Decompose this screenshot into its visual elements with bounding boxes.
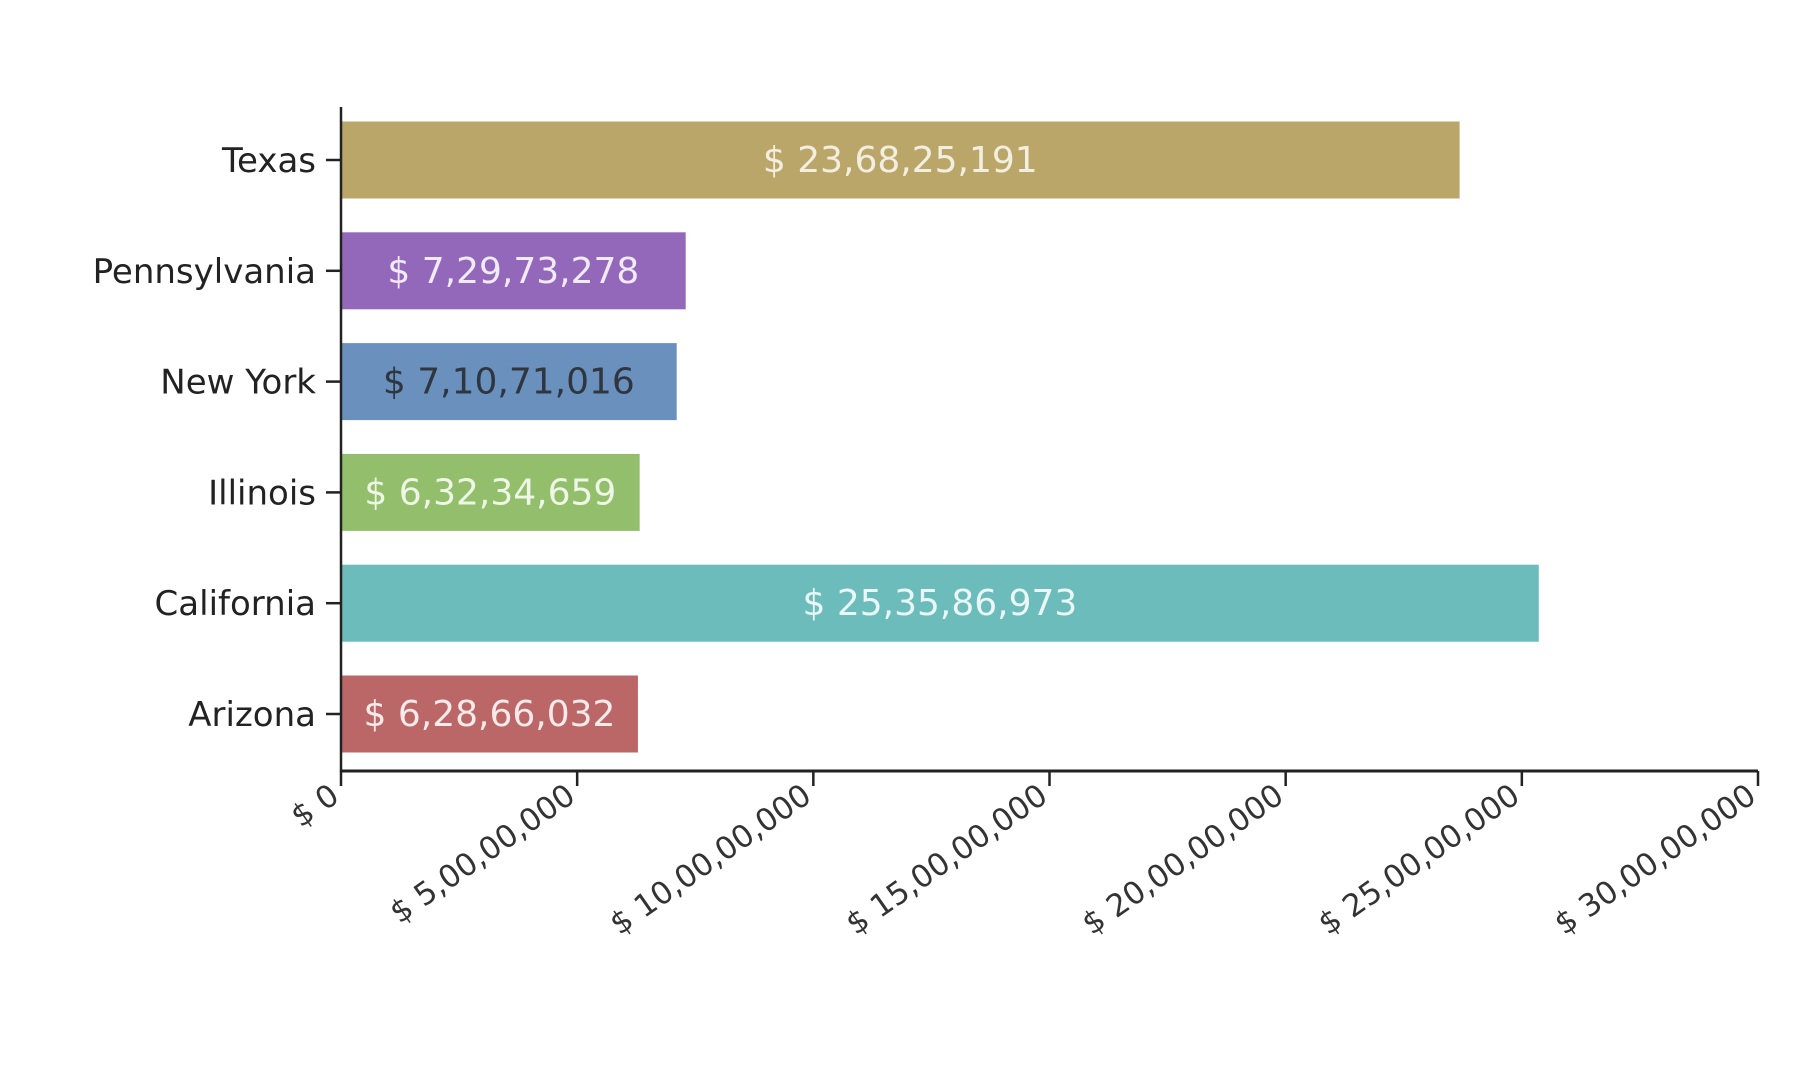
y-tick-label: Arizona	[188, 695, 316, 735]
bar-illinois	[341, 453, 640, 531]
x-tick-label: $ 25,00,00,000	[1312, 777, 1527, 942]
bar-new-york	[341, 343, 677, 421]
data-label: $ 23,68,25,191	[763, 140, 1038, 181]
data-label: $ 7,10,71,016	[383, 362, 635, 403]
data-label: $ 25,35,86,973	[802, 583, 1077, 624]
bar-texas	[341, 121, 1460, 199]
x-tick-label: $ 10,00,00,000	[603, 777, 818, 942]
data-label: $ 7,29,73,278	[387, 251, 639, 292]
x-tick-label: $ 20,00,00,000	[1076, 777, 1291, 942]
x-tick-label: $ 15,00,00,000	[840, 777, 1055, 942]
x-tick-label: $ 0	[285, 777, 346, 835]
bar-california	[341, 564, 1539, 642]
bar-arizona	[341, 675, 638, 753]
data-label: $ 6,28,66,032	[364, 694, 616, 735]
x-tick-label: $ 5,00,00,000	[383, 777, 581, 931]
y-tick-label: New York	[160, 363, 316, 403]
data-label: $ 6,32,34,659	[364, 472, 616, 513]
y-tick-label: Pennsylvania	[93, 252, 316, 292]
y-tick-label: Texas	[221, 141, 316, 181]
bar-pennsylvania	[341, 232, 686, 310]
y-tick-label: Illinois	[208, 473, 316, 513]
x-tick-label: $ 30,00,00,000	[1548, 777, 1763, 942]
y-tick-label: California	[155, 584, 316, 624]
